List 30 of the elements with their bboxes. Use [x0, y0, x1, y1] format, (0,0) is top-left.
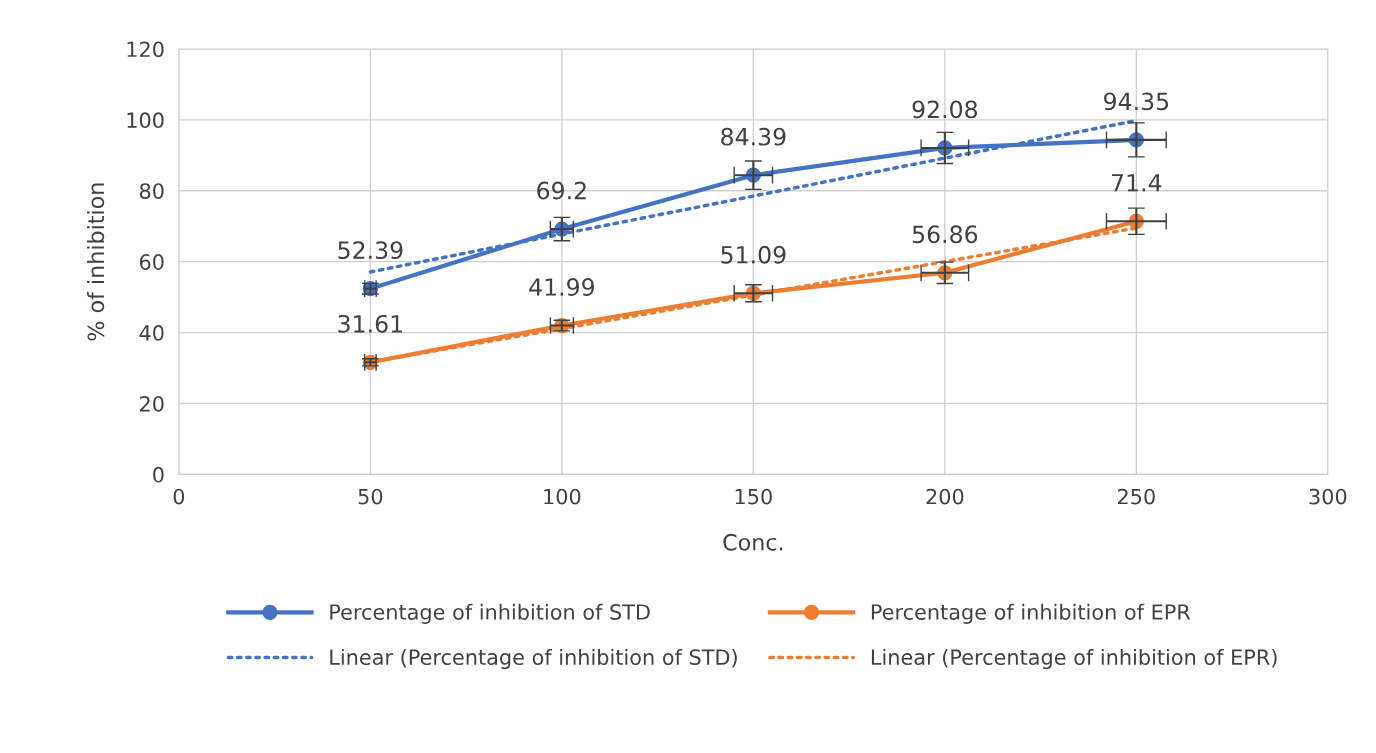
- x-tick-label: 150: [735, 488, 772, 505]
- y-tick-label: 0: [153, 466, 164, 483]
- y-tick-label: 60: [139, 254, 164, 270]
- data-label: 71.4: [1112, 174, 1162, 192]
- y-tick-label: 20: [140, 395, 164, 412]
- y-tick-label: 120: [127, 41, 164, 58]
- x-tick-label: 50: [358, 488, 383, 505]
- legend-label: Percentage of inhibition of EPR: [871, 603, 1191, 624]
- legend-label: Linear (Percentage of inhibition of EPR): [871, 648, 1277, 670]
- data-label: 51.09: [721, 245, 786, 264]
- y-axis-title: % of inhibition: [87, 183, 105, 341]
- y-tick-label: 100: [127, 112, 164, 129]
- data-label: 94.35: [1104, 92, 1169, 111]
- data-label: 52.39: [338, 241, 403, 260]
- data-label: 84.39: [721, 127, 786, 146]
- x-tick-label: 250: [1117, 488, 1155, 505]
- data-label: 92.08: [912, 100, 978, 119]
- x-tick-label: 100: [544, 488, 581, 505]
- x-tick-label: 300: [1309, 488, 1347, 505]
- data-label: 41.99: [529, 278, 594, 296]
- legend-label: Linear (Percentage of inhibition of STD): [330, 648, 737, 670]
- x-axis-title: Conc.: [723, 533, 783, 551]
- y-tick-label: 40: [139, 325, 164, 341]
- data-label: 56.86: [912, 225, 978, 244]
- legend-label: Percentage of inhibition of STD: [330, 603, 650, 624]
- x-tick-label: 200: [926, 488, 964, 505]
- x-tick-label: 0: [173, 488, 185, 505]
- data-label: 31.61: [338, 314, 402, 333]
- y-tick-label: 80: [139, 183, 164, 199]
- data-label: 69.2: [537, 181, 586, 200]
